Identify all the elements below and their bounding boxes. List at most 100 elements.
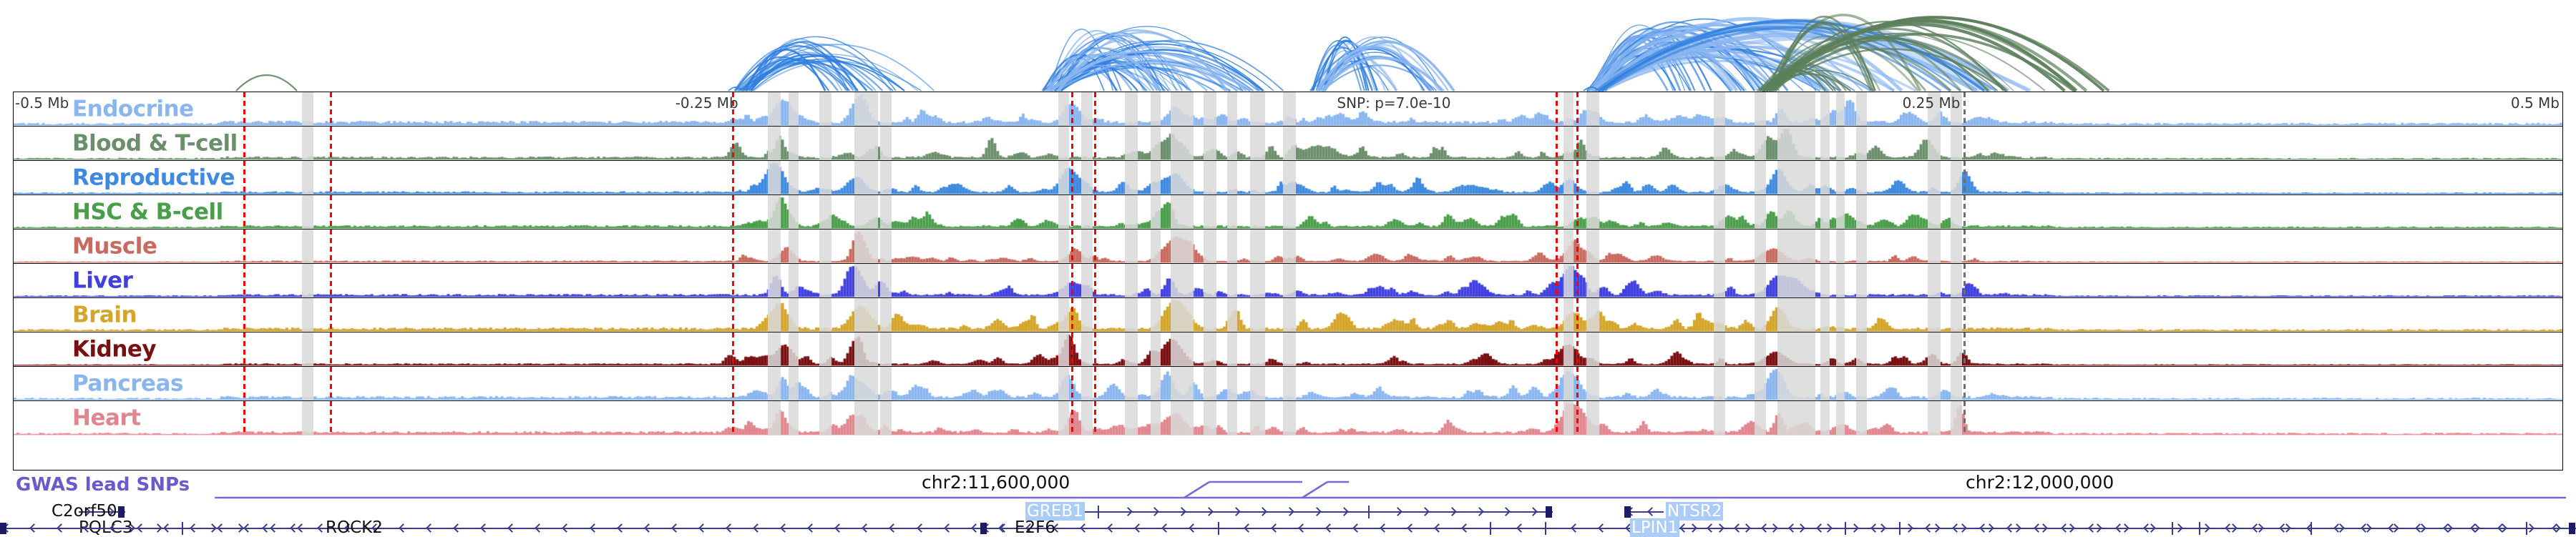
interaction-arc [733, 44, 854, 92]
strand-chevron [454, 523, 461, 533]
highlight-band [1713, 195, 1725, 229]
gwas-snp-marker-line [1576, 332, 1579, 366]
highlight-band [1081, 264, 1093, 297]
signal-track-blood-t-cell[interactable]: Blood & T-cell [14, 127, 2562, 161]
interaction-arc [748, 44, 892, 92]
gene-model-rock2[interactable] [0, 520, 321, 536]
highlight-band [1928, 367, 1941, 400]
gene-model-ntsr2[interactable] [1624, 503, 1664, 520]
gwas-snp-marker-line [1094, 92, 1097, 126]
highlight-band [1835, 401, 1845, 435]
gene-label-rock2[interactable]: ROCK2 [326, 518, 383, 537]
signal-track-liver[interactable]: Liver [14, 264, 2562, 298]
highlight-band [301, 298, 313, 332]
strand-chevron [754, 523, 761, 533]
highlight-band [1586, 195, 1599, 229]
gwas-snp-marker-line [1071, 161, 1074, 194]
gwas-snp-marker-line [1071, 367, 1074, 400]
signal-track-muscle[interactable]: Muscle [14, 230, 2562, 264]
gwas-snp-marker-line [1556, 264, 1558, 297]
highlight-band [1150, 332, 1161, 366]
gene-label-lpin1[interactable]: LPIN1 [1630, 518, 1680, 537]
gene-model-lpin1[interactable] [1685, 520, 2576, 536]
highlight-band [880, 332, 892, 366]
highlight-band [1204, 332, 1217, 366]
highlight-band [1951, 161, 1963, 194]
highlight-band [1171, 161, 1194, 194]
secondary-snp-marker-line [1963, 298, 1966, 332]
highlight-band [1150, 127, 1161, 160]
gene-label-e2f6[interactable]: E2F6 [1015, 518, 1056, 537]
highlight-band [301, 195, 313, 229]
signal-track-stack[interactable]: Endocrine -0.5 Mb -0.25 Mb SNP: p=7.0e-10 0.… [13, 92, 2563, 471]
highlight-band [1081, 92, 1093, 126]
highlight-band [1563, 161, 1574, 194]
highlight-band [1563, 298, 1574, 332]
highlight-band [1835, 92, 1845, 126]
exon-tick [2310, 522, 2312, 535]
strand-chevron [1717, 523, 1723, 533]
highlight-band [1835, 195, 1845, 229]
interaction-arc [1317, 54, 1398, 92]
highlight-band [1856, 401, 1867, 435]
gwas-snp-marker-line [1071, 298, 1074, 332]
highlight-band [301, 161, 313, 194]
strand-chevron [84, 523, 91, 533]
secondary-snp-marker-line [1963, 92, 1966, 126]
highlight-band [854, 367, 878, 400]
gene-model-greb1[interactable] [1066, 503, 1553, 520]
gene-label-greb1[interactable]: GREB1 [1025, 502, 1085, 521]
signal-track-brain[interactable]: Brain [14, 298, 2562, 332]
strand-chevron [400, 523, 406, 533]
highlight-band [1058, 195, 1069, 229]
strand-chevron [1825, 523, 1831, 533]
highlight-band [880, 264, 892, 297]
highlight-band [1713, 298, 1725, 332]
gene-label-ntsr2[interactable]: NTSR2 [1666, 502, 1724, 521]
strand-chevron [673, 523, 679, 533]
strand-chevron [1314, 506, 1320, 517]
highlight-band [1754, 127, 1766, 160]
gene-row-lower: PQLC3 ROCK2 E2F6 LPIN1 [0, 518, 2576, 537]
highlight-band [1058, 230, 1069, 263]
interaction-arc [728, 87, 743, 92]
signal-track-reproductive[interactable]: Reproductive [14, 161, 2562, 195]
gwas-snp-marker-line [1556, 230, 1558, 263]
strand-chevron [1743, 523, 1750, 533]
strand-chevron [945, 523, 952, 533]
interaction-arc [1056, 61, 1239, 92]
gwas-snp-marker-line [1094, 264, 1097, 297]
gwas-snp-marker-line [1576, 298, 1579, 332]
highlight-band [1563, 401, 1574, 435]
strand-chevron [1689, 523, 1696, 533]
interaction-arc [1767, 26, 1872, 92]
interaction-arc [1589, 29, 1735, 92]
gene-model-c2orf50[interactable] [79, 503, 125, 520]
highlight-band [1777, 264, 1816, 297]
highlight-band [880, 298, 892, 332]
signal-track-kidney[interactable]: Kidney [14, 332, 2562, 367]
signal-track-heart[interactable]: Heart [14, 401, 2562, 435]
gene-backbone [79, 511, 125, 513]
highlight-band [1171, 401, 1194, 435]
highlight-band [1835, 332, 1845, 366]
signal-track-hsc-b-cell[interactable]: HSC & B-cell [14, 195, 2562, 230]
signal-track-endocrine[interactable]: Endocrine -0.5 Mb -0.25 Mb SNP: p=7.0e-10 0.… [14, 92, 2562, 127]
gene-model-e2f6[interactable] [980, 520, 1013, 536]
strand-chevron [1151, 506, 1158, 517]
interaction-arc [1767, 64, 1842, 92]
gwas-snp-marker-line [1094, 298, 1097, 332]
gene-label-c2orf50[interactable]: C2orf50 [52, 502, 117, 521]
highlight-band [1081, 332, 1093, 366]
strand-chevron [2122, 523, 2128, 533]
highlight-band [1820, 367, 1830, 400]
highlight-band [1226, 230, 1237, 263]
highlight-band [1125, 298, 1138, 332]
gene-backbone [1066, 511, 1553, 513]
strand-chevron [509, 523, 515, 533]
gwas-snp-marker-line [1071, 264, 1074, 297]
signal-track-pancreas[interactable]: Pancreas [14, 367, 2562, 401]
highlight-band [1586, 230, 1599, 263]
highlight-band [1951, 298, 1963, 332]
highlight-band [1226, 195, 1237, 229]
